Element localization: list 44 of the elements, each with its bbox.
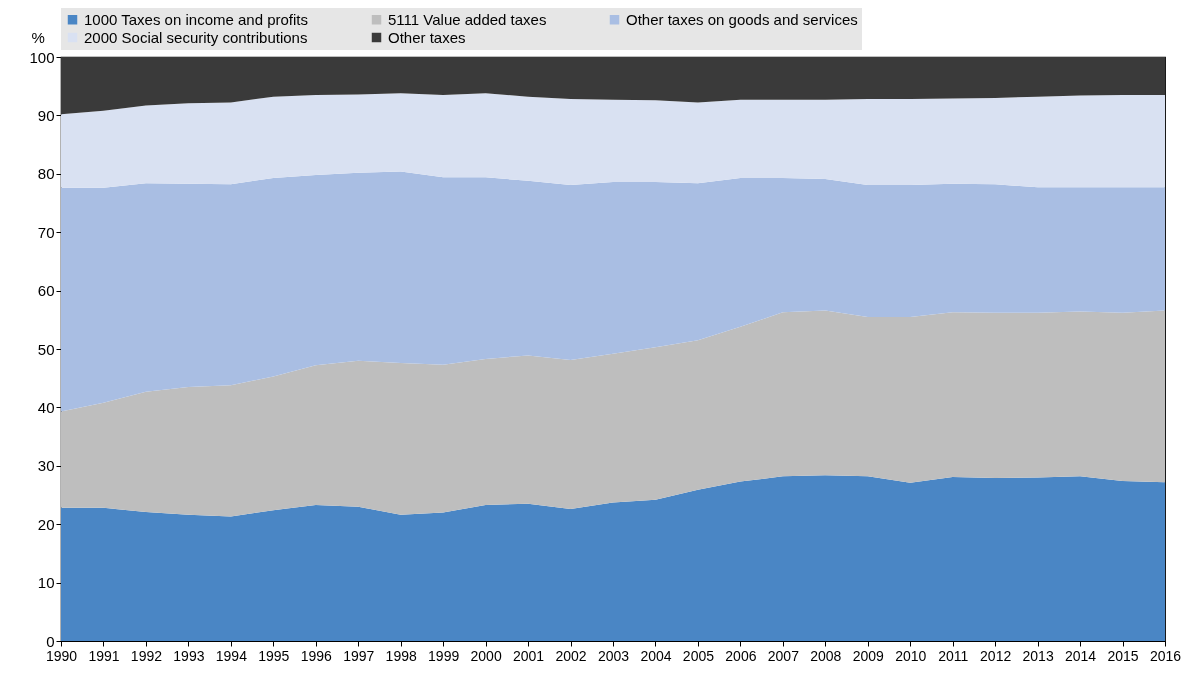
- x-tick-label: 1998: [385, 647, 417, 664]
- x-tick-label: 2002: [555, 647, 587, 664]
- x-tick-label: 1999: [428, 647, 460, 664]
- x-tick-label: 1993: [173, 647, 205, 664]
- y-tick-label: 10: [37, 574, 55, 592]
- y-tick-label: 40: [37, 398, 55, 416]
- y-tick-label: 50: [37, 340, 55, 358]
- x-tick-label: 2011: [938, 647, 969, 664]
- x-tick-label: 1995: [258, 647, 290, 664]
- legend-label: Other taxes on goods and services: [626, 10, 858, 28]
- y-tick-label: 80: [37, 165, 55, 183]
- x-tick-label: 2014: [1065, 647, 1097, 664]
- x-tick-label: 2007: [767, 647, 800, 664]
- x-tick-label: 1990: [45, 647, 78, 664]
- y-tick-label: 20: [37, 515, 55, 533]
- x-tick-label: 2003: [597, 647, 630, 664]
- x-tick-label: 2009: [852, 647, 885, 664]
- y-tick-label: 60: [37, 282, 55, 300]
- legend-label: Other taxes: [388, 28, 466, 46]
- legend-label: 1000 Taxes on income and profits: [84, 10, 309, 28]
- y-tick-label: 30: [37, 457, 55, 475]
- x-tick-label: 2012: [980, 647, 1012, 664]
- y-tick-label: 100: [29, 48, 55, 66]
- y-tick-label: 0: [46, 632, 55, 650]
- x-tick-label: 2001: [513, 647, 545, 664]
- legend-label: 5111 Value added taxes: [388, 10, 547, 28]
- y-axis-title: %: [31, 28, 45, 46]
- x-tick-label: 2005: [682, 647, 715, 664]
- y-tick-label: 70: [37, 223, 55, 241]
- x-tick-label: 2004: [640, 647, 672, 664]
- legend-label: 2000 Social security contributions: [84, 28, 308, 46]
- x-tick-label: 2000: [470, 647, 502, 664]
- x-tick-label: 1996: [300, 647, 333, 664]
- x-tick-label: 1997: [343, 647, 375, 664]
- x-tick-label: 2016: [1149, 647, 1182, 664]
- x-tick-label: 2015: [1107, 647, 1139, 664]
- x-tick-label: 2010: [895, 647, 927, 664]
- x-tick-label: 2008: [810, 647, 842, 664]
- x-tick-label: 1992: [130, 647, 163, 664]
- x-tick-label: 2006: [725, 647, 757, 664]
- y-tick-label: 90: [37, 106, 55, 124]
- x-tick-label: 1991: [88, 647, 120, 664]
- x-tick-label: 2013: [1022, 647, 1054, 664]
- x-tick-label: 1994: [215, 647, 248, 664]
